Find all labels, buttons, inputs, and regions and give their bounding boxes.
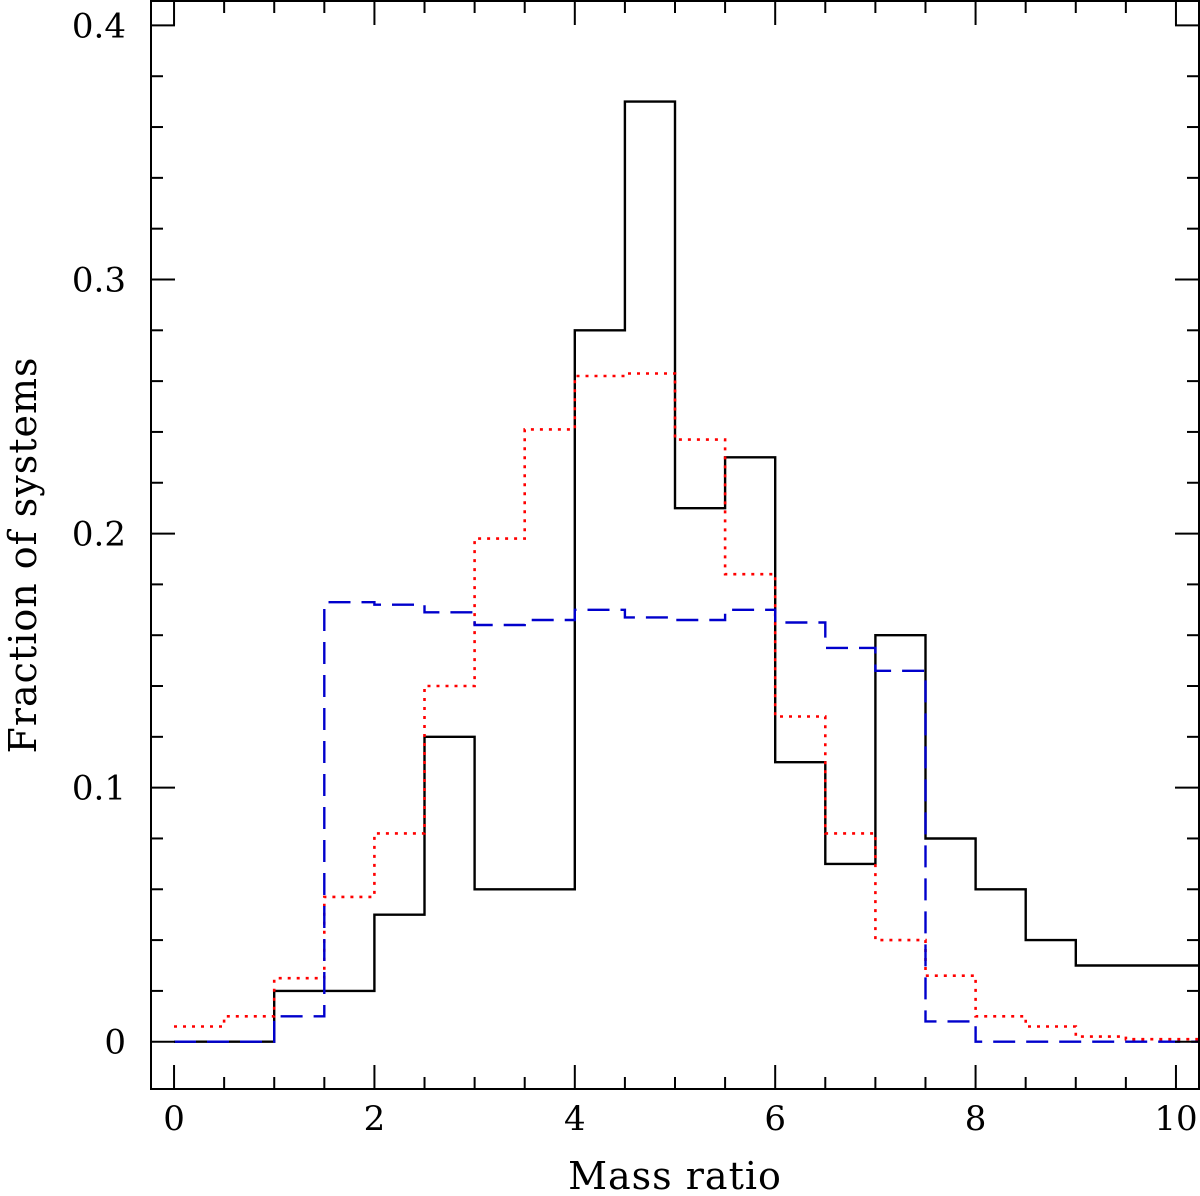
x-tick-label: 10: [1154, 1099, 1197, 1139]
ticks-layer: [150, 0, 1200, 1090]
y-axis-label: Fraction of systems: [1, 356, 45, 753]
y-tick-label: 0.4: [72, 6, 126, 46]
plot-frame: [150, 0, 1200, 1090]
y-tick-label: 0.1: [72, 769, 126, 809]
x-tick-label: 2: [364, 1099, 386, 1139]
x-tick-label: 6: [764, 1099, 786, 1139]
y-tick-label: 0.3: [72, 260, 126, 300]
series-solid-histogram: [174, 100, 1200, 1043]
y-tick-label: 0: [104, 1023, 126, 1063]
y-tick-label: 0.2: [72, 515, 126, 555]
labels-layer: 0 2 4 6 8 10 0 0.1 0.2 0.3 0.4: [72, 6, 1198, 1139]
x-tick-label: 0: [163, 1099, 185, 1139]
series-layer: [174, 100, 1200, 1043]
x-axis-label: Mass ratio: [568, 1154, 782, 1196]
series-dashed-histogram: [174, 601, 1200, 1043]
x-tick-label: 4: [564, 1099, 586, 1139]
x-tick-label: 8: [965, 1099, 987, 1139]
